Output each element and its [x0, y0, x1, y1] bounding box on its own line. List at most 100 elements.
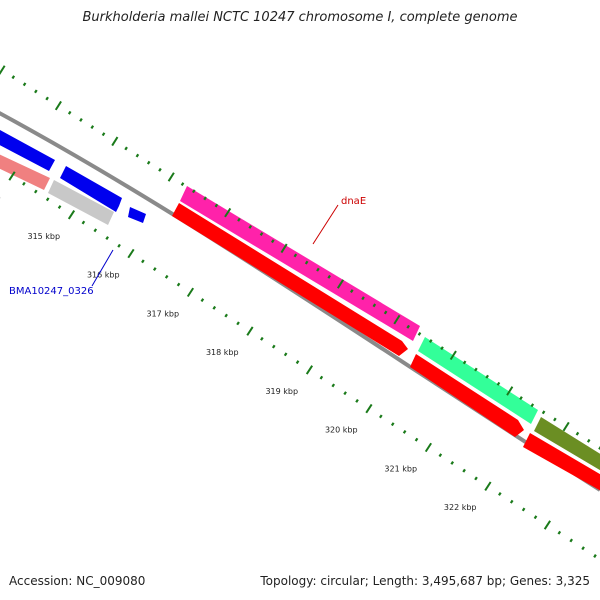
- major-tick: [543, 520, 551, 530]
- map-title: Burkholderia mallei NCTC 10247 chromosom…: [82, 10, 518, 25]
- gene-reverse-gray[interactable]: [48, 180, 114, 225]
- minor-tick: [192, 189, 196, 194]
- major-tick: [224, 207, 232, 218]
- minor-tick: [271, 344, 276, 349]
- gene-reverse-red-1[interactable]: [172, 203, 408, 356]
- major-tick: [506, 386, 514, 396]
- kbp-scale-label: 318 kbp: [206, 348, 239, 357]
- minor-tick: [45, 197, 50, 202]
- kbp-scale-label: 322 kbp: [444, 503, 477, 512]
- minor-tick: [214, 203, 219, 208]
- bma10247-0326-label[interactable]: BMA10247_0326: [9, 286, 94, 297]
- minor-tick: [343, 391, 347, 396]
- major-tick: [54, 100, 62, 111]
- kbp-scale-label: 320 kbp: [325, 426, 358, 435]
- major-tick: [562, 421, 570, 432]
- minor-tick: [146, 160, 151, 165]
- kbp-scale-label: 321 kbp: [384, 464, 417, 473]
- minor-tick: [34, 189, 38, 194]
- major-tick: [424, 442, 432, 453]
- major-tick: [8, 171, 16, 181]
- gene-forward-blue-1[interactable]: [0, 124, 55, 171]
- minor-tick: [372, 303, 377, 308]
- major-tick: [305, 365, 314, 375]
- minor-tick: [379, 414, 383, 419]
- minor-tick: [598, 446, 600, 450]
- gene-forward-blue-2[interactable]: [60, 166, 122, 212]
- kbp-scale-label: 316 kbp: [87, 271, 120, 280]
- gene-forward-olive[interactable]: [534, 417, 600, 476]
- dnaE-label[interactable]: dnaE: [341, 196, 366, 207]
- gene-forward-pink-dnaE[interactable]: [180, 186, 420, 341]
- minor-tick: [586, 438, 591, 443]
- minor-tick: [331, 383, 336, 388]
- minor-tick: [319, 375, 324, 380]
- kbp-scale-label: 315 kbp: [27, 232, 60, 241]
- minor-tick: [349, 289, 354, 294]
- gene-reverse-red-2[interactable]: [410, 354, 524, 437]
- minor-tick: [212, 305, 217, 310]
- minor-tick: [101, 132, 106, 137]
- minor-tick: [224, 313, 228, 318]
- minor-tick: [271, 239, 275, 244]
- gene-reverse-red-3[interactable]: [523, 433, 600, 496]
- major-tick: [111, 136, 119, 147]
- minor-tick: [295, 360, 300, 365]
- minor-tick: [440, 346, 444, 351]
- minor-tick: [521, 507, 526, 512]
- minor-tick: [316, 267, 320, 272]
- minor-tick: [533, 515, 538, 520]
- outer-tick-ruler: [0, 65, 600, 450]
- minor-tick: [176, 282, 181, 287]
- minor-tick: [509, 499, 514, 504]
- minor-tick: [438, 453, 443, 458]
- minor-tick: [428, 339, 433, 343]
- minor-tick: [414, 437, 419, 442]
- minor-tick: [67, 110, 72, 115]
- minor-tick: [236, 321, 240, 326]
- minor-tick: [450, 460, 455, 465]
- minor-tick: [152, 267, 157, 272]
- bma-label-line: [91, 249, 114, 287]
- gene-forward-blue-3[interactable]: [128, 207, 146, 223]
- minor-tick: [57, 205, 62, 209]
- major-tick: [336, 279, 345, 289]
- minor-tick: [485, 374, 489, 379]
- minor-tick: [406, 324, 410, 329]
- major-tick: [449, 350, 457, 361]
- minor-tick: [519, 396, 523, 401]
- major-tick: [127, 248, 135, 259]
- minor-tick: [237, 217, 241, 222]
- minor-tick: [327, 274, 331, 279]
- minor-tick: [593, 554, 597, 558]
- inner-tick-ruler: 314 kbp 315 kbp 316 kbp 317 kbp 318 kbp 319 k…: [0, 171, 597, 558]
- minor-tick: [569, 538, 573, 543]
- minor-tick: [124, 146, 128, 151]
- major-tick: [393, 314, 401, 325]
- reverse-strand: [0, 150, 600, 496]
- major-tick: [67, 210, 76, 220]
- minor-tick: [474, 476, 478, 481]
- minor-tick: [402, 429, 407, 434]
- minor-tick: [90, 125, 95, 129]
- minor-tick: [553, 417, 557, 422]
- minor-tick: [474, 367, 478, 372]
- gene-forward-teal[interactable]: [418, 337, 538, 424]
- kbp-scale-label: 314 kbp: [0, 193, 1, 202]
- minor-tick: [417, 331, 422, 336]
- minor-tick: [81, 220, 86, 225]
- major-tick: [246, 326, 254, 336]
- minor-tick: [164, 274, 169, 279]
- minor-tick: [45, 96, 49, 101]
- minor-tick: [34, 89, 38, 94]
- gene-reverse-salmon[interactable]: [0, 150, 50, 190]
- major-tick: [280, 243, 288, 254]
- minor-tick: [575, 431, 580, 436]
- minor-tick: [141, 259, 145, 264]
- major-tick: [167, 172, 175, 182]
- minor-tick: [135, 153, 140, 158]
- minor-tick: [283, 352, 288, 357]
- kbp-scale-label: 317 kbp: [146, 309, 179, 318]
- minor-tick: [462, 360, 467, 365]
